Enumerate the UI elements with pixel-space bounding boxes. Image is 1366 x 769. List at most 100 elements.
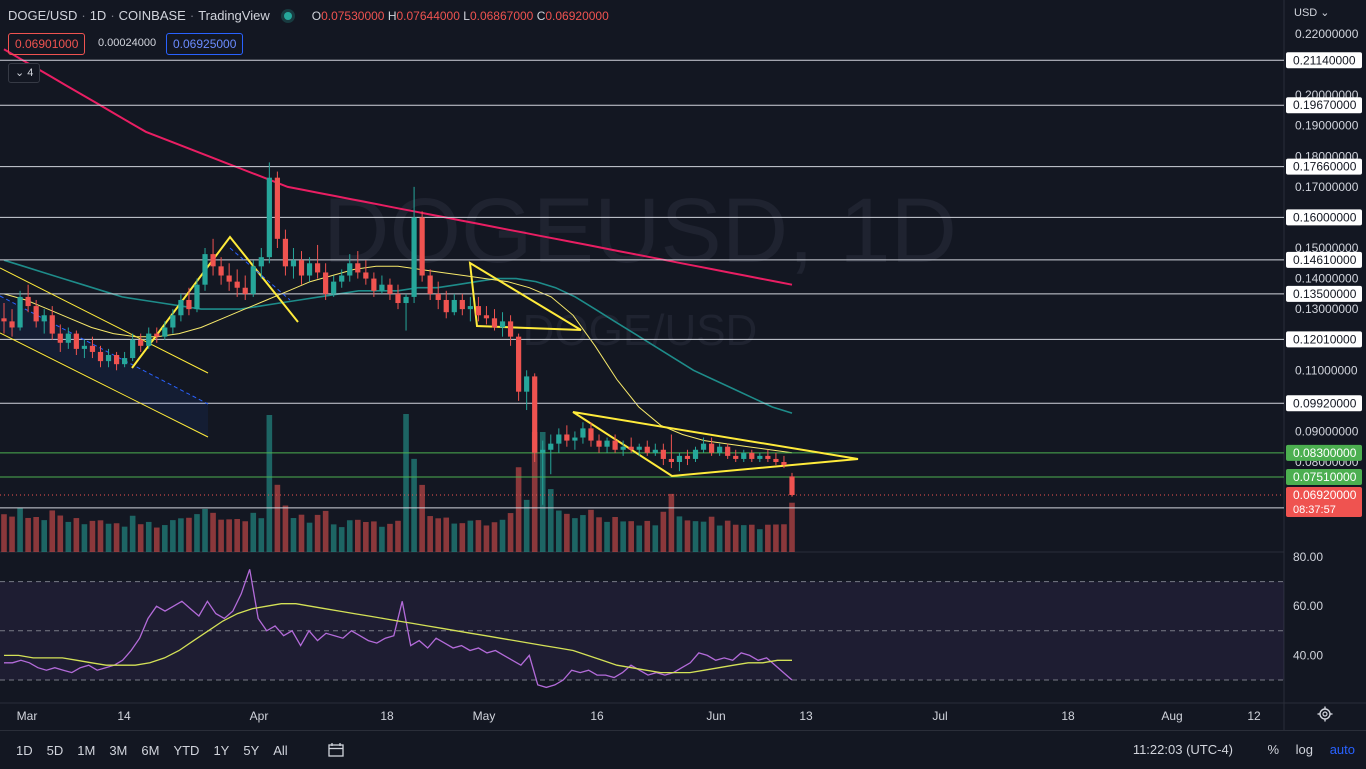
settings-gear-icon[interactable] <box>1317 706 1333 722</box>
volume-bar <box>604 521 610 552</box>
candle-body <box>684 455 691 459</box>
timeframe-1y-button[interactable]: 1Y <box>213 742 230 758</box>
candle-body <box>17 296 23 328</box>
last-price-box <box>1286 487 1362 518</box>
market-status-icon[interactable] <box>283 11 292 20</box>
indicator-count: 4 <box>27 67 34 79</box>
log-scale-button[interactable]: log <box>1295 742 1313 757</box>
candle-body <box>298 260 305 276</box>
candle-body <box>443 299 449 313</box>
candle-body <box>97 351 104 362</box>
timeframe-6m-button[interactable]: 6M <box>141 742 160 758</box>
header-separator: · <box>110 8 115 23</box>
percent-scale-button[interactable]: % <box>1267 742 1279 757</box>
candle-body <box>757 455 763 459</box>
price-axis-tick: 0.17000000 <box>1295 180 1359 194</box>
ma200-line <box>3 48 793 286</box>
rsi-axis-tick: 60.00 <box>1293 599 1323 613</box>
indicators-toggle-button[interactable]: ⌄ 4 <box>8 63 41 83</box>
candle-body <box>41 315 47 322</box>
candle-body <box>170 315 176 328</box>
candle-body <box>765 455 771 459</box>
volume-bar <box>708 516 715 552</box>
candle-body <box>122 358 128 365</box>
candle-body <box>620 446 626 450</box>
candle-body <box>668 458 674 462</box>
price-axis-tick: 0.22000000 <box>1295 27 1359 41</box>
buy-button[interactable]: 0.06925000 <box>166 33 244 55</box>
timeframe-5y-button[interactable]: 5Y <box>243 742 260 758</box>
price-axis-tick: 0.11000000 <box>1295 363 1358 377</box>
date-axis-tick: Aug <box>1161 709 1182 723</box>
level-label-text: 0.21140000 <box>1293 53 1356 67</box>
volume-bar <box>475 520 482 552</box>
interval-label[interactable]: 1D <box>89 8 107 23</box>
candle-body <box>25 296 31 307</box>
candle-body <box>178 299 184 316</box>
timeframe-1m-button[interactable]: 1M <box>77 742 96 758</box>
timeframe-ytd-button[interactable]: YTD <box>173 742 200 758</box>
sell-button[interactable]: 0.06901000 <box>8 33 86 55</box>
candle-body <box>540 449 546 453</box>
candle-body <box>491 318 498 328</box>
timeframe-3m-button[interactable]: 3M <box>109 742 128 758</box>
auto-scale-button[interactable]: auto <box>1329 742 1355 757</box>
price-axis-tick: 0.15000000 <box>1295 241 1359 255</box>
timeframe-1d-button[interactable]: 1D <box>16 742 33 758</box>
candle-body <box>355 263 361 273</box>
volume-bar <box>531 432 538 552</box>
volume-bar <box>258 518 265 552</box>
watermark-pair: DOGE/USD <box>523 306 758 355</box>
volume-bar <box>507 513 514 552</box>
candle-body <box>210 254 216 267</box>
clock-timezone-button[interactable]: 11:22:03 (UTC-4) <box>1132 742 1233 757</box>
volume-bar <box>499 519 506 552</box>
symbol-name[interactable]: DOGE/USD <box>8 8 78 23</box>
volume-bar <box>620 521 626 552</box>
candle-body <box>588 428 594 441</box>
candle-body <box>138 339 144 346</box>
candle-body <box>604 440 610 447</box>
candle-body <box>290 260 297 267</box>
bar-countdown-label: 08:37:57 <box>1293 504 1336 516</box>
candle-body <box>331 281 337 294</box>
volume-bar <box>274 484 281 552</box>
volume-bar <box>668 493 675 552</box>
candle-body <box>741 452 747 459</box>
volume-bar <box>65 521 72 552</box>
volume-bar <box>282 505 289 552</box>
candle-body <box>427 275 433 294</box>
date-axis-tick: Mar <box>17 709 38 723</box>
date-axis-tick: May <box>473 709 496 723</box>
candle-body <box>411 217 417 297</box>
candle-body <box>636 446 642 450</box>
candle-body <box>306 263 313 276</box>
timeframe-5d-button[interactable]: 5D <box>46 742 64 758</box>
calendar-range-icon[interactable] <box>328 743 344 757</box>
candle-body <box>89 345 96 352</box>
price-axis-tick: 0.13000000 <box>1295 302 1359 316</box>
chart-header: DOGE/USD · 1D · COINBASE · TradingView O… <box>8 8 609 23</box>
candle-body <box>451 299 457 313</box>
symmetrical-triangle-pattern <box>572 411 859 478</box>
volume-bar <box>724 520 731 552</box>
volume-bar <box>338 527 345 552</box>
chevron-down-icon: ⌄ <box>15 67 25 79</box>
timeframe-all-button[interactable]: All <box>273 742 288 758</box>
candle-body <box>467 306 473 310</box>
currency-selector[interactable]: USD ⌄ <box>1294 7 1330 19</box>
volume-bar <box>9 516 15 552</box>
candle-body <box>379 284 385 291</box>
candle-body <box>363 272 369 279</box>
volume-bar <box>676 516 683 552</box>
level-label-box <box>1286 52 1362 69</box>
volume-bar <box>491 522 498 552</box>
candle-body <box>258 257 264 267</box>
volume-bar <box>596 517 602 552</box>
candle-body <box>483 315 490 319</box>
candle-body <box>339 275 345 282</box>
level-label-text: 0.08300000 <box>1293 446 1357 460</box>
volume-bar <box>660 511 667 552</box>
rsi-axis-tick: 40.00 <box>1293 648 1323 662</box>
